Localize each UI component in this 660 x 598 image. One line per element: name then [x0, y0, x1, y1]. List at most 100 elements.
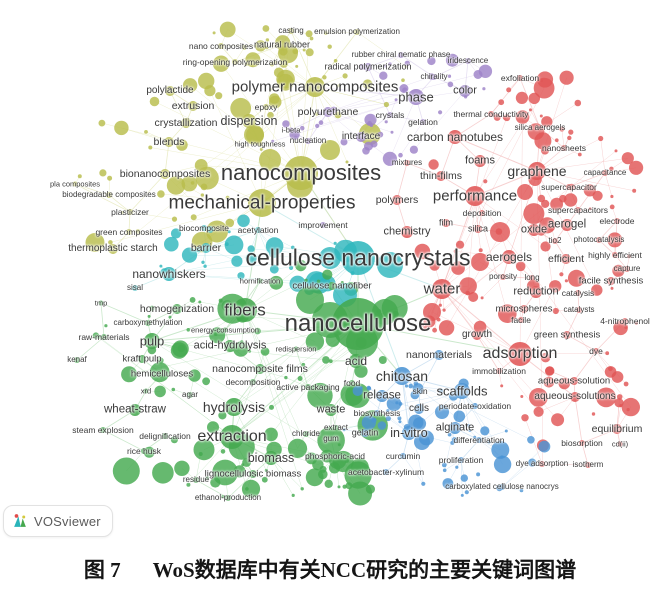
- keyword-node: [341, 241, 375, 275]
- keyword-node: [520, 305, 528, 313]
- keyword-node: [305, 138, 311, 144]
- keyword-node: [242, 114, 256, 128]
- keyword-node: [474, 225, 482, 233]
- keyword-node: [496, 368, 502, 374]
- keyword-node: [138, 355, 146, 363]
- keyword-node: [288, 127, 294, 133]
- keyword-node: [459, 85, 471, 97]
- keyword-node: [127, 209, 133, 215]
- keyword-node: [570, 377, 578, 385]
- vosviewer-logo-icon: [14, 514, 26, 527]
- keyword-node: [575, 290, 581, 296]
- keyword-node: [404, 160, 410, 166]
- keyword-node: [448, 130, 462, 144]
- keyword-node: [328, 436, 334, 442]
- keyword-node: [408, 89, 424, 105]
- keyword-node: [356, 132, 366, 142]
- keyword-node: [579, 440, 585, 446]
- keyword-node: [436, 171, 446, 181]
- keyword-node: [552, 238, 558, 244]
- keyword-node: [164, 137, 174, 147]
- keyword-node: [172, 304, 182, 314]
- network-canvas: [72, 21, 644, 506]
- keyword-node: [263, 104, 269, 110]
- keyword-node: [376, 390, 388, 402]
- keyword-node: [332, 298, 384, 350]
- keyword-node: [222, 327, 228, 333]
- keyword-node: [612, 424, 622, 434]
- keyword-node: [392, 195, 402, 205]
- keyword-node: [144, 333, 160, 349]
- vosviewer-logo-text: VOSviewer: [34, 513, 101, 529]
- keyword-node: [402, 426, 416, 440]
- keyword-node: [442, 219, 450, 227]
- keyword-node: [383, 469, 389, 475]
- keyword-node: [624, 266, 630, 272]
- keyword-node: [479, 210, 485, 216]
- keyword-node: [233, 298, 257, 322]
- keyword-node: [325, 404, 337, 416]
- keyword-node: [126, 229, 132, 235]
- keyword-node: [257, 141, 263, 147]
- keyword-node: [141, 448, 147, 454]
- keyword-node: [400, 453, 406, 459]
- keyword-node: [132, 285, 138, 291]
- keyword-node: [232, 59, 238, 65]
- keyword-node: [398, 52, 404, 58]
- keyword-node: [458, 457, 464, 463]
- keyword-node: [201, 225, 207, 231]
- keyword-node: [414, 404, 424, 414]
- keyword-node: [488, 111, 494, 117]
- keyword-node: [476, 437, 482, 443]
- keyword-node: [225, 495, 231, 501]
- keyword-node: [354, 29, 360, 35]
- keyword-node: [431, 74, 437, 80]
- keyword-node: [165, 86, 175, 96]
- keyword-node: [596, 237, 602, 243]
- keyword-node: [108, 244, 118, 254]
- keyword-node: [561, 219, 573, 231]
- keyword-node: [563, 331, 571, 339]
- keyword-node: [220, 425, 244, 449]
- keyword-node: [528, 162, 546, 180]
- network-map: casting emulsion polymerization nano compo…: [50, 21, 650, 506]
- keyword-node: [72, 181, 78, 187]
- keyword-node: [349, 380, 355, 386]
- keyword-node: [193, 477, 199, 483]
- keyword-node: [417, 388, 423, 394]
- keyword-node: [158, 370, 166, 378]
- keyword-node: [293, 346, 299, 352]
- keyword-node: [278, 41, 286, 49]
- keyword-node: [162, 267, 176, 281]
- keyword-node: [617, 441, 623, 447]
- keyword-node: [528, 224, 540, 236]
- keyword-node: [143, 388, 149, 394]
- keyword-node: [530, 286, 542, 298]
- keyword-node: [432, 279, 452, 299]
- keyword-node: [332, 453, 338, 459]
- keyword-node: [517, 75, 523, 81]
- keyword-node: [74, 357, 80, 363]
- keyword-node: [250, 379, 256, 385]
- keyword-node: [188, 101, 198, 111]
- keyword-node: [181, 118, 191, 128]
- keyword-node: [434, 350, 444, 360]
- keyword-node: [593, 348, 599, 354]
- keyword-node: [255, 364, 265, 374]
- keyword-node: [465, 58, 471, 64]
- keyword-node: [106, 192, 112, 198]
- keyword-node: [349, 354, 363, 368]
- keyword-node: [472, 330, 482, 340]
- keyword-node: [225, 398, 243, 416]
- keyword-node: [622, 318, 628, 324]
- keyword-node: [374, 410, 380, 416]
- keyword-node: [387, 112, 393, 118]
- keyword-node: [529, 275, 535, 281]
- keyword-node: [602, 170, 608, 176]
- keyword-node: [465, 186, 485, 206]
- keyword-node: [474, 155, 486, 167]
- figure-number: 图 7: [83, 558, 121, 582]
- keyword-node: [420, 119, 426, 125]
- keyword-node: [502, 250, 516, 264]
- keyword-node: [145, 320, 151, 326]
